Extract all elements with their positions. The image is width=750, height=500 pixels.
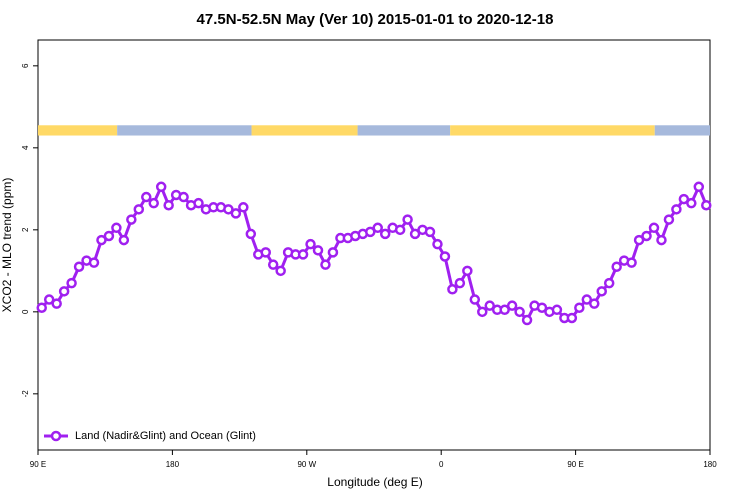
data-point: [671, 204, 682, 215]
data-point: [118, 234, 130, 246]
data-point: [484, 300, 495, 311]
data-point: [641, 230, 652, 242]
data-point: [275, 265, 286, 277]
data-point: [477, 306, 488, 318]
y-axis-label: XCO2 - MLO trend (ppm): [0, 178, 14, 313]
data-point: [141, 191, 152, 203]
data-point: [701, 199, 712, 211]
data-point: [96, 234, 107, 246]
data-point: [499, 304, 510, 316]
data-point: [603, 277, 615, 289]
surface-band: [450, 125, 655, 136]
data-point: [656, 234, 667, 246]
data-point: [51, 298, 62, 309]
data-point: [223, 204, 234, 215]
data-point: [88, 257, 100, 268]
y-tick-label: 0: [21, 309, 30, 314]
data-point: [581, 294, 593, 305]
data-point: [462, 265, 473, 277]
data-point: [424, 226, 436, 238]
data-point: [245, 228, 257, 240]
data-point: [394, 224, 406, 236]
data-point: [551, 304, 563, 316]
data-point: [409, 228, 421, 240]
x-axis-label: Longitude (deg E): [327, 475, 422, 489]
x-tick-label: 0: [439, 460, 444, 469]
data-point: [686, 197, 697, 209]
data-point: [439, 251, 451, 262]
data-point: [260, 247, 271, 258]
data-point: [111, 222, 122, 234]
legend-label: Land (Nadir&Glint) and Ocean (Glint): [75, 430, 256, 442]
data-point: [312, 245, 324, 256]
data-point: [469, 294, 481, 305]
chart-title: 47.5N-52.5N May (Ver 10) 2015-01-01 to 2…: [197, 11, 554, 28]
x-tick-label: 90 W: [297, 460, 316, 469]
legend-marker: [50, 430, 62, 442]
surface-band: [117, 125, 252, 136]
y-tick-label: 2: [21, 227, 30, 232]
data-point: [611, 261, 622, 272]
data-point: [633, 234, 645, 246]
x-tick-label: 180: [166, 460, 180, 469]
data-point: [320, 259, 331, 270]
data-point: [454, 277, 466, 289]
x-tick-label: 90 E: [567, 460, 583, 469]
data-point: [365, 226, 376, 238]
data-point: [521, 314, 533, 326]
data-point: [663, 214, 675, 225]
y-tick-label: 4: [21, 145, 30, 150]
surface-band: [357, 125, 451, 136]
x-tick-label: 90 E: [30, 460, 46, 469]
plot-frame: [37, 39, 711, 451]
data-point: [267, 259, 279, 270]
data-point: [230, 208, 242, 219]
y-tick-label: -2: [21, 390, 30, 398]
surface-band: [38, 125, 118, 136]
data-point: [514, 306, 525, 318]
data-point: [574, 302, 585, 313]
data-point: [163, 199, 174, 211]
data-point: [133, 204, 145, 215]
data-point: [447, 284, 458, 295]
data-point: [305, 238, 316, 250]
data-point: [126, 214, 137, 225]
data-point: [596, 286, 607, 297]
data-point: [693, 181, 705, 193]
data-point: [36, 302, 47, 313]
data-point: [178, 191, 189, 203]
data-point: [327, 247, 339, 258]
data-point: [402, 214, 413, 225]
data-point: [297, 249, 309, 260]
x-tick-label: 180: [703, 460, 717, 469]
data-point: [372, 222, 383, 234]
data-point: [379, 228, 391, 240]
data-point: [536, 302, 548, 313]
data-point: [73, 261, 85, 272]
data-point: [589, 298, 600, 309]
data-point: [566, 312, 578, 324]
data-point: [43, 294, 55, 305]
data-point: [238, 202, 249, 213]
y-tick-label: 6: [21, 63, 30, 68]
surface-band: [251, 125, 358, 136]
data-point: [648, 222, 660, 234]
data-point: [66, 277, 77, 289]
data-point: [155, 181, 167, 193]
data-point: [432, 238, 443, 250]
surface-band: [654, 125, 710, 136]
data-point: [148, 197, 159, 209]
data-point: [193, 197, 204, 209]
data-point: [103, 230, 115, 242]
data-point: [58, 286, 70, 297]
data-point: [626, 257, 637, 268]
data-point: [678, 193, 690, 205]
data-point: [506, 300, 518, 311]
